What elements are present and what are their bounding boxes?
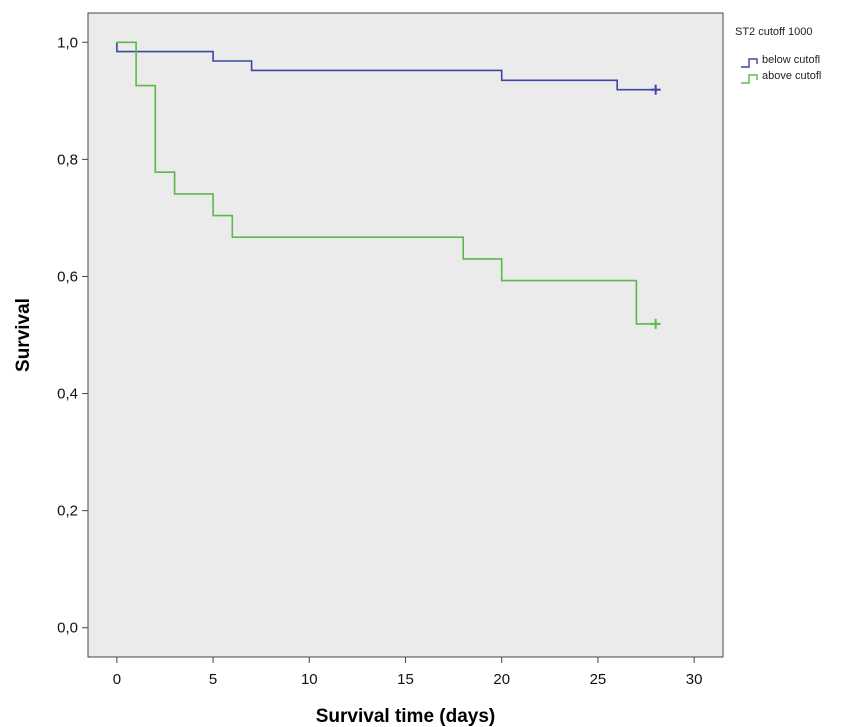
legend: ST2 cutoff 1000 below cutofl above cutofl [735,26,821,84]
survival-curve [116,42,656,91]
legend-label: below cutofl [762,54,820,66]
y-tick-label: 0,6 [57,268,78,285]
legend-swatch [741,58,758,68]
plot-area [87,12,724,658]
x-axis-title: Survival time (days) [316,706,496,727]
x-tick-label: 25 [590,671,607,688]
x-tick-label: 15 [397,671,414,688]
legend-label: above cutofl [762,70,821,82]
y-axis: 0,0 0,2 0,4 0,6 0,8 1,0 [57,34,88,637]
y-tick-label: 0,0 [57,620,78,637]
survival-curve [116,41,656,325]
y-tick-label: 0,4 [57,386,78,403]
x-tick-label: 20 [493,671,510,688]
y-axis-title: Survival [13,298,34,372]
x-tick-label: 10 [301,671,318,688]
legend-swatch [741,74,758,84]
y-tick-label: 1,0 [57,34,78,51]
y-tick-label: 0,8 [57,151,78,168]
x-axis: 0 5 10 15 20 25 30 [113,657,703,688]
x-tick-label: 0 [113,671,121,688]
x-tick-label: 30 [686,671,703,688]
series-layer [116,41,661,329]
legend-title: ST2 cutoff 1000 [735,26,812,38]
y-tick-label: 0,2 [57,503,78,520]
x-tick-label: 5 [209,671,217,688]
